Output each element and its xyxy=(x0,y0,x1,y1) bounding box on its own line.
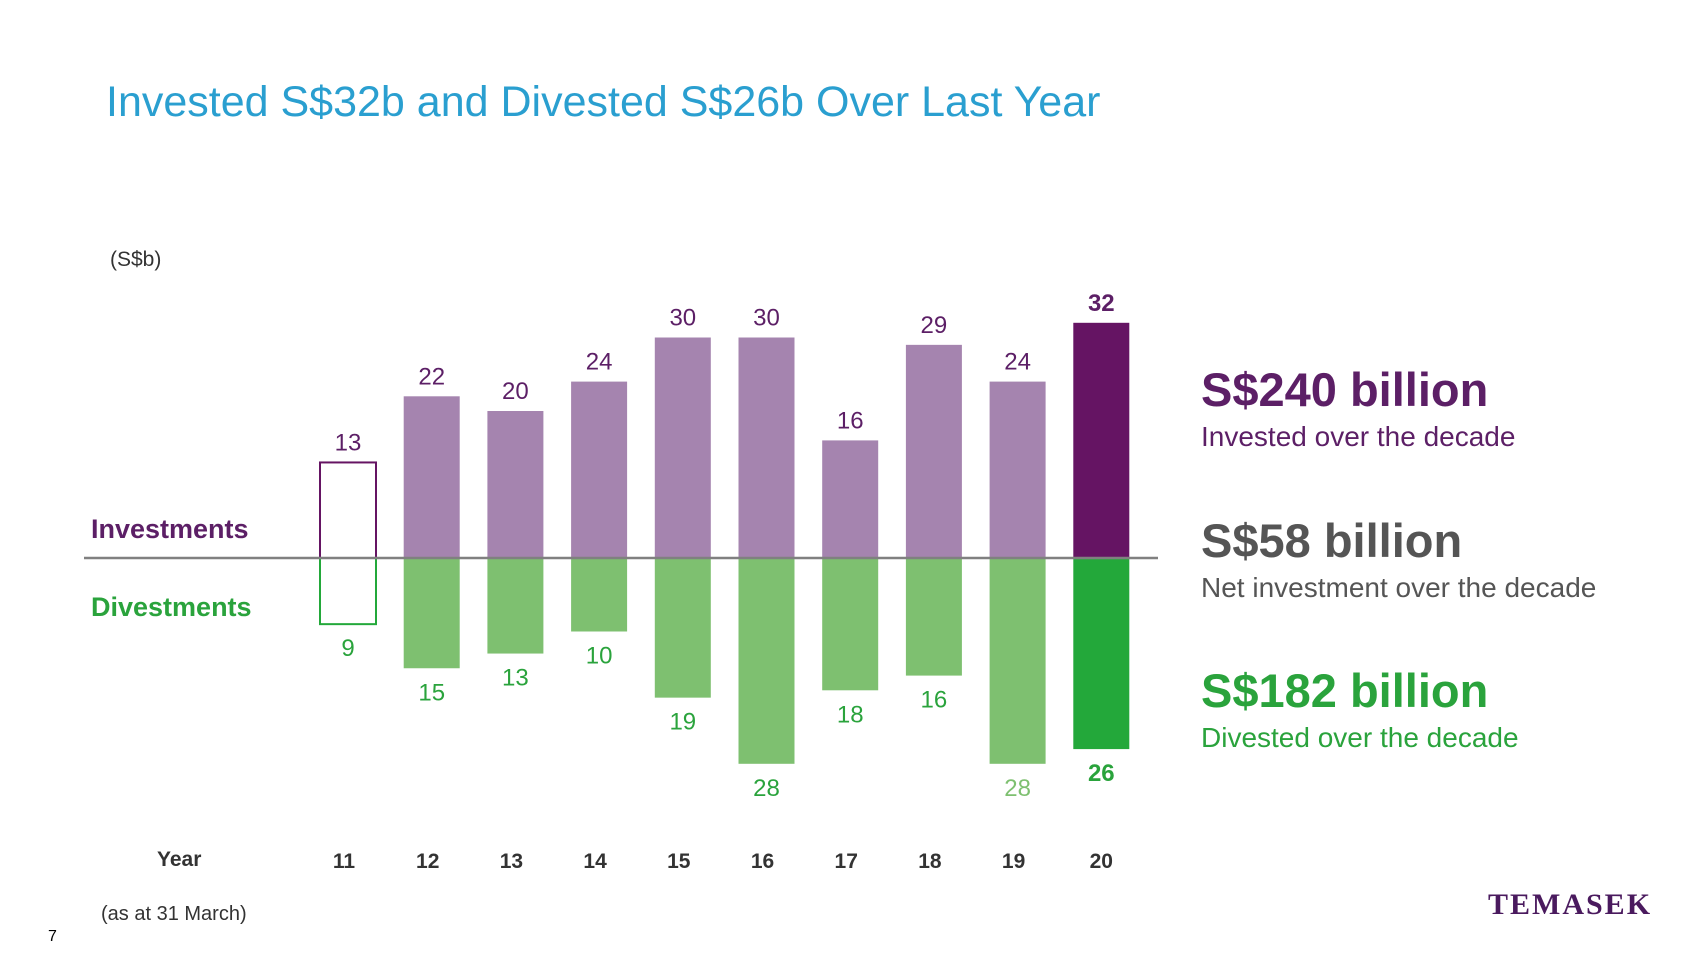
year-axis-title: Year xyxy=(157,848,202,871)
year-label-16: 16 xyxy=(751,850,774,873)
stat-divested-desc: Divested over the decade xyxy=(1201,722,1519,753)
investments-label: Investments xyxy=(91,514,249,544)
stat-invested-desc: Invested over the decade xyxy=(1201,421,1516,452)
page-title: Invested S$32b and Divested S$26b Over L… xyxy=(106,78,1101,126)
temasek-logo: TEMASEK xyxy=(1488,888,1653,921)
investment-value-11: 13 xyxy=(335,429,362,456)
footnote: (as at 31 March) xyxy=(101,903,247,925)
year-label-12: 12 xyxy=(416,850,439,873)
stat-divested-value: S$182 billion xyxy=(1201,664,1489,717)
year-label-13: 13 xyxy=(500,850,523,873)
divestment-value-16: 28 xyxy=(753,775,780,802)
year-label-14: 14 xyxy=(583,850,607,873)
investment-value-16: 30 xyxy=(753,305,780,332)
investment-bar-20 xyxy=(1073,322,1130,558)
year-label-11: 11 xyxy=(333,850,356,873)
investment-value-13: 20 xyxy=(502,378,529,405)
investment-bar-18 xyxy=(905,344,962,558)
stat-invested-value: S$240 billion xyxy=(1201,363,1489,416)
investment-value-15: 30 xyxy=(669,305,696,332)
stat-net: S$58 billion Net investment over the dec… xyxy=(1201,513,1596,604)
investment-bar-11 xyxy=(319,461,377,560)
divestment-bar-12 xyxy=(403,558,460,669)
year-label-15: 15 xyxy=(667,850,691,873)
divestment-value-20: 26 xyxy=(1088,760,1115,787)
investment-bar-17 xyxy=(822,440,879,558)
divestment-bar-14 xyxy=(571,558,628,632)
divestment-bar-19 xyxy=(989,558,1046,764)
divestment-value-11: 9 xyxy=(341,635,354,662)
investment-value-20: 32 xyxy=(1088,290,1115,317)
investment-bar-14 xyxy=(571,381,628,558)
investment-bar-13 xyxy=(487,411,544,558)
year-label-19: 19 xyxy=(1002,850,1025,873)
divestment-value-14: 10 xyxy=(586,643,613,670)
stat-divested: S$182 billion Divested over the decade xyxy=(1201,663,1519,754)
stat-net-value: S$58 billion xyxy=(1201,514,1463,567)
divestment-value-18: 16 xyxy=(921,687,948,714)
divestment-bar-15 xyxy=(654,558,711,698)
divestment-value-19: 28 xyxy=(1004,775,1031,802)
investment-value-19: 24 xyxy=(1004,349,1031,376)
page-number: 7 xyxy=(48,928,57,945)
divestment-bar-13 xyxy=(487,558,544,654)
divestment-bar-18 xyxy=(905,558,962,676)
divestment-bar-20 xyxy=(1073,558,1130,750)
year-label-18: 18 xyxy=(918,850,942,873)
year-label-17: 17 xyxy=(835,850,858,873)
unit-label: (S$b) xyxy=(110,248,162,271)
investment-bar-12 xyxy=(403,396,460,558)
investment-value-14: 24 xyxy=(586,349,613,376)
divestments-label: Divestments xyxy=(91,592,252,622)
divestment-bar-16 xyxy=(738,558,795,764)
investment-bar-19 xyxy=(989,381,1046,558)
divestment-value-15: 19 xyxy=(669,709,696,736)
investment-bar-16 xyxy=(738,337,795,558)
divestment-value-12: 15 xyxy=(418,679,445,706)
year-label-20: 20 xyxy=(1090,850,1113,873)
divestment-bar-17 xyxy=(822,558,879,691)
investment-bar-15 xyxy=(654,337,711,558)
investment-value-18: 29 xyxy=(921,312,948,339)
stat-invested: S$240 billion Invested over the decade xyxy=(1201,362,1515,453)
investment-value-17: 16 xyxy=(837,407,864,434)
investment-value-12: 22 xyxy=(418,363,445,390)
stat-net-desc: Net investment over the decade xyxy=(1201,572,1597,603)
divestment-bar-11 xyxy=(319,557,377,626)
divestment-value-13: 13 xyxy=(502,665,529,692)
divestment-value-17: 18 xyxy=(837,701,864,728)
